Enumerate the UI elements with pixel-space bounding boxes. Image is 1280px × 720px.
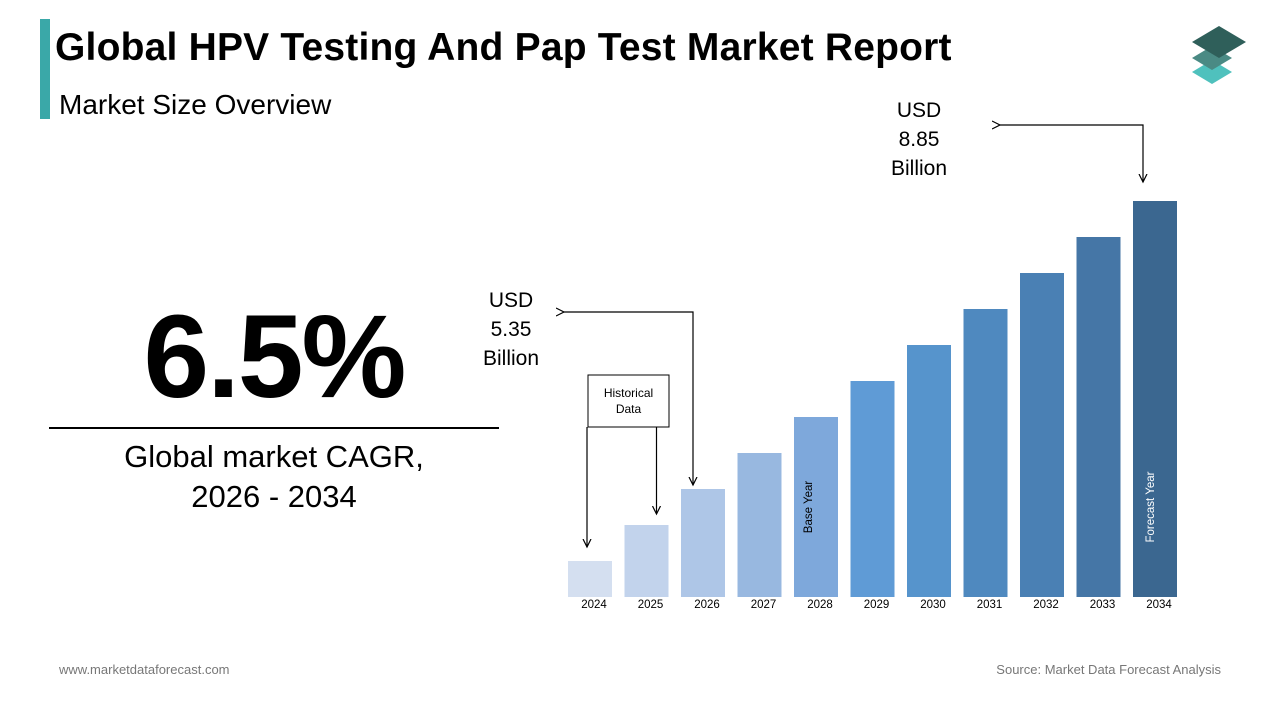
x-tick-2033: 2033 — [1090, 599, 1116, 611]
end-value-unit: Billion — [891, 157, 947, 180]
start-value-usd: USD — [489, 289, 533, 312]
x-tick-2030: 2030 — [920, 599, 946, 611]
x-tick-2031: 2031 — [977, 599, 1003, 611]
end-value-arrow — [1000, 125, 1143, 182]
bar-2029 — [850, 381, 895, 597]
bar-2028 — [794, 417, 838, 597]
x-tick-2029: 2029 — [864, 599, 890, 611]
title-accent-bar — [40, 19, 50, 119]
x-tick-2025: 2025 — [638, 599, 664, 611]
cagr-label-period: 2026 - 2034 — [191, 479, 357, 514]
start-value-arrow — [564, 312, 693, 485]
bar-2034 — [1133, 201, 1177, 597]
report-subtitle: Market Size Overview — [59, 89, 332, 120]
bar-2025 — [624, 525, 669, 597]
forecast-year-label: Forecast Year — [1145, 471, 1157, 542]
bar-2032 — [1020, 273, 1064, 597]
bar-2024 — [568, 561, 612, 597]
report-title: Global HPV Testing And Pap Test Market R… — [55, 26, 952, 69]
start-value-amount: 5.35 — [491, 318, 532, 341]
x-tick-2027: 2027 — [751, 599, 777, 611]
cagr-label-line1: Global market CAGR, — [124, 439, 424, 474]
base-year-label: Base Year — [803, 481, 815, 534]
x-tick-2026: 2026 — [694, 599, 720, 611]
source-note: Source: Market Data Forecast Analysis — [996, 662, 1221, 677]
bar-2033 — [1076, 237, 1121, 597]
x-tick-2028: 2028 — [807, 599, 833, 611]
x-tick-2024: 2024 — [581, 599, 607, 611]
bar-2026 — [681, 489, 725, 597]
cagr-label: Global market CAGR, 2026 - 2034 — [49, 437, 499, 517]
layered-stack-icon — [1192, 26, 1246, 84]
bar-2027 — [737, 453, 782, 597]
historical-data-box — [587, 374, 670, 428]
end-value-usd: USD — [897, 99, 941, 122]
website-link[interactable]: www.marketdataforecast.com — [59, 662, 230, 677]
historical-data-label-line1: Historical — [604, 386, 653, 400]
bar-2030 — [907, 345, 951, 597]
end-value-amount: 8.85 — [899, 128, 940, 151]
cagr-value: 6.5% — [143, 291, 407, 423]
x-tick-2034: 2034 — [1146, 599, 1172, 611]
x-tick-2032: 2032 — [1033, 599, 1059, 611]
historical-data-label-line2: Data — [616, 402, 642, 416]
cagr-divider — [49, 427, 499, 429]
bar-2031 — [963, 309, 1008, 597]
start-value-unit: Billion — [483, 347, 539, 370]
